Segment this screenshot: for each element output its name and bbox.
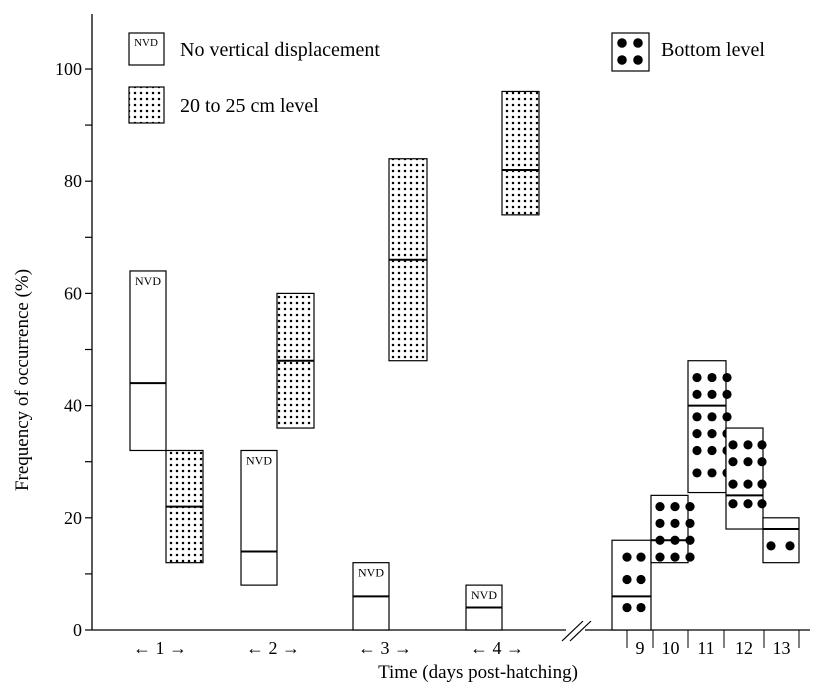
bottom-level-dot [728, 440, 738, 450]
bottom-level-dot [636, 552, 646, 562]
bottom-level-dot [692, 372, 702, 383]
series-nvd: NVD NVD NVD NVD [129, 270, 503, 631]
bottom-level-dot [670, 518, 680, 529]
box [762, 517, 800, 564]
y-tick-label: 60 [64, 283, 82, 303]
box [611, 539, 652, 631]
legend-label: Bottom level [661, 39, 765, 61]
bottom-level-dot [622, 574, 632, 585]
x-tick-label: 13 [773, 638, 791, 658]
bottom-level-dot [655, 552, 665, 562]
legend-swatch-label: NVD [134, 37, 158, 49]
bottom-level-dot [670, 552, 680, 562]
bottom-level-dot [692, 445, 702, 456]
x-tick-label: ← 2 → [246, 638, 300, 658]
axis-break-mark [569, 620, 592, 642]
legend-item-bigdots: Bottom level [611, 32, 765, 72]
legend-swatch-big-dots [611, 32, 650, 72]
nvd-box-label: NVD [246, 453, 272, 467]
bottom-level-dot [622, 552, 632, 562]
bottom-level-dot [743, 499, 753, 509]
legend-swatch-nvd [128, 32, 165, 66]
legend-dot [633, 55, 643, 65]
bottom-level-dot [622, 602, 632, 613]
bottom-level-dot [707, 389, 717, 399]
bottom-level-dot [636, 602, 646, 613]
bottom-level-dot [707, 412, 717, 422]
y-tick-label: 20 [64, 508, 82, 528]
bottom-level-dot [757, 499, 767, 509]
bottom-level-dot [707, 429, 717, 439]
x-axis-label: Time (days post-hatching) [378, 662, 578, 683]
y-tick-label: 40 [64, 396, 82, 416]
nvd-box-label: NVD [358, 566, 384, 580]
axis-break-mark [561, 620, 584, 642]
bottom-level-dot [685, 535, 695, 545]
y-tick-label: 100 [55, 59, 82, 79]
bottom-level-dot [757, 457, 767, 467]
x-tick-label: 11 [697, 638, 714, 658]
bottom-level-dot [766, 541, 776, 551]
bottom-level-dot [757, 479, 767, 489]
x-tick-label: ← 1 → [133, 638, 187, 658]
bottom-level-dot [707, 372, 717, 383]
bottom-level-dot [655, 518, 665, 529]
bottom-level-dot [785, 541, 795, 551]
nvd-box-label: NVD [471, 588, 497, 602]
legend-item-nvd: NVD No vertical displacement [128, 32, 380, 66]
legend-label: 20 to 25 cm level [180, 95, 319, 117]
x-tick-label: 9 [636, 638, 645, 658]
x-tick-label: 12 [735, 638, 753, 658]
series-smalldots [165, 90, 540, 564]
bottom-level-dot [670, 501, 680, 512]
bottom-level-dot [692, 389, 702, 399]
bottom-level-dot [722, 389, 732, 399]
x-tick-label: ← 4 → [470, 638, 524, 658]
bottom-level-dot [757, 440, 767, 450]
legend-label: No vertical displacement [180, 39, 380, 61]
legend-dot [633, 38, 643, 48]
bottom-level-dot [728, 499, 738, 509]
bottom-level-dot [655, 501, 665, 512]
bottom-level-dot [692, 429, 702, 439]
bottom-level-dot [685, 501, 695, 512]
box [240, 449, 278, 586]
bottom-level-dot [707, 468, 717, 478]
bottom-level-dot [707, 445, 717, 456]
bottom-level-dot [743, 479, 753, 489]
x-tick-label: ← 3 → [358, 638, 412, 658]
bottom-level-dot [728, 457, 738, 467]
bottom-level-dot [728, 479, 738, 489]
y-axis-label: Frequency of occurrence (%) [12, 269, 33, 491]
axis-break [561, 620, 592, 642]
legend-dot [617, 38, 627, 48]
data-boxes: NVD NVD NVD NVD [129, 90, 800, 631]
x-tick-label: 10 [662, 638, 680, 658]
axis-labels: Frequency of occurrence (%) Time (days p… [12, 269, 578, 683]
series-bigdots [611, 360, 800, 631]
y-tick-label: 80 [64, 171, 82, 191]
bottom-level-dot [636, 574, 646, 585]
bottom-level-dot [722, 412, 732, 422]
bottom-level-dot [685, 518, 695, 529]
y-tick-label: 0 [73, 620, 82, 640]
bottom-level-dot [685, 552, 695, 562]
legend-swatch-small-dots [128, 86, 165, 124]
axes: 0 20 40 60 80 100 ← 1 → ← 2 → ← 3 → ← 4 → 9 10 11 12 1… [55, 14, 810, 658]
bottom-level-dot [722, 372, 732, 383]
box [129, 270, 167, 452]
bottom-level-dot [692, 468, 702, 478]
legend-dot [617, 55, 627, 65]
box [501, 90, 540, 216]
bottom-level-dot [692, 412, 702, 422]
legend: NVD No vertical displacement 20 to 25 cm l… [128, 32, 765, 124]
legend-item-smalldots: 20 to 25 cm level [128, 86, 319, 124]
nvd-box-label: NVD [135, 274, 161, 288]
bottom-level-dot [743, 457, 753, 467]
bottom-level-dot [743, 440, 753, 450]
